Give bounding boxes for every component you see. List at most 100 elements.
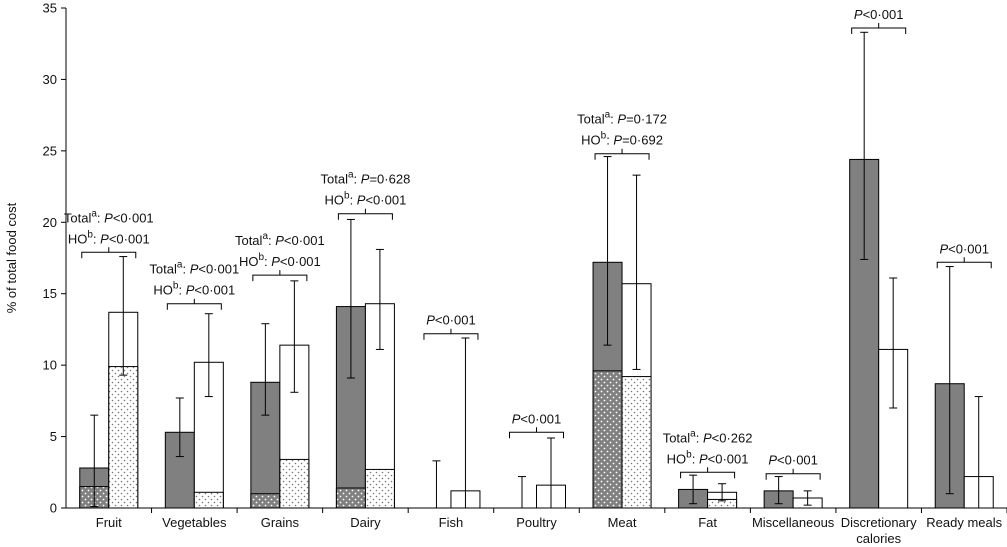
bar-healthy-portion <box>592 370 623 509</box>
category-label: Ready meals <box>926 515 1002 530</box>
category-label: Poultry <box>516 515 557 530</box>
p-value: <0·001 <box>948 241 989 256</box>
separator: : <box>350 193 357 208</box>
significance-annotation: P<0·001 <box>765 453 821 480</box>
footnote-marker: a <box>690 428 696 439</box>
test-name: HO <box>239 254 259 269</box>
p-value-label: P<0·001 <box>854 7 904 22</box>
p-value: <0·001 <box>708 451 749 466</box>
p-value-label: HOb: P<0·001 <box>239 252 321 269</box>
footnote-marker: b <box>87 229 93 240</box>
p-symbol: P <box>939 241 948 256</box>
significance-annotation: P<0·001 <box>509 411 564 439</box>
bar-healthy-portion <box>193 491 224 509</box>
footnote-marker: b <box>686 449 692 460</box>
y-tick-label: 15 <box>43 286 57 301</box>
p-symbol: P <box>100 231 109 246</box>
y-tick-label: 10 <box>43 358 57 373</box>
significance-annotation: Totala: P<0·001 HOb: P<0·001 <box>235 231 325 282</box>
category-label: Grains <box>261 515 300 530</box>
category-label: Fruit <box>96 515 122 530</box>
p-value: <0·001 <box>198 262 239 277</box>
p-symbol: P <box>190 262 199 277</box>
p-value: =0·692 <box>622 133 663 148</box>
footnote-marker: b <box>601 131 607 142</box>
significance-bracket <box>851 23 907 34</box>
significance-bracket <box>81 247 137 259</box>
p-value: <0·001 <box>280 254 321 269</box>
separator: : <box>696 430 703 445</box>
p-value-label: P<0·001 <box>426 313 476 328</box>
p-value-label: P<0·001 <box>768 453 818 468</box>
p-value: <0·001 <box>435 313 476 328</box>
p-value: =0·172 <box>626 112 667 127</box>
significance-bracket <box>680 467 736 479</box>
significance-annotation: P<0·001 <box>851 7 907 34</box>
p-value: <0·262 <box>712 430 753 445</box>
category-label: Fish <box>439 515 464 530</box>
separator: : <box>692 451 699 466</box>
p-symbol: P <box>768 453 777 468</box>
p-value-label: HOb: P=0·692 <box>581 131 663 148</box>
category-label: Discretionary <box>841 515 917 530</box>
p-symbol: P <box>361 172 370 187</box>
y-tick-label: 0 <box>50 501 57 516</box>
bar-healthy-portion <box>364 468 395 509</box>
significance-bracket <box>337 208 393 220</box>
p-value-label: Totala: P<0·001 <box>235 231 325 248</box>
p-value-label: HOb: P<0·001 <box>667 449 749 466</box>
bar-healthy-portion <box>621 376 652 509</box>
footnote-marker: a <box>348 170 354 181</box>
significance-bracket <box>252 270 308 282</box>
p-value-label: Totala: P<0·001 <box>149 260 239 277</box>
category-label: Dairy <box>350 515 381 530</box>
test-name: HO <box>153 283 173 298</box>
p-value: <0·001 <box>863 7 904 22</box>
y-tick-label: 20 <box>43 215 57 230</box>
separator: : <box>178 283 185 298</box>
y-tick-label: 30 <box>43 72 57 87</box>
significance-bracket <box>936 257 992 269</box>
bar-healthy-portion <box>108 366 139 509</box>
bar-healthy-portion <box>279 458 310 509</box>
separator: : <box>97 210 104 225</box>
footnote-marker: a <box>262 231 268 242</box>
p-symbol: P <box>104 210 113 225</box>
p-symbol: P <box>854 7 863 22</box>
category-label: Meat <box>608 515 637 530</box>
p-value: <0·001 <box>113 210 154 225</box>
p-value-label: HOb: P<0·001 <box>153 281 235 298</box>
test-name: HO <box>68 231 88 246</box>
significance-bracket <box>594 148 650 160</box>
y-axis-label: % of total food cost <box>4 202 19 313</box>
p-value: =0·628 <box>369 172 410 187</box>
test-name: HO <box>325 193 345 208</box>
significance-bracket <box>509 427 564 439</box>
bar-healthy-portion <box>335 487 366 509</box>
separator: : <box>182 262 189 277</box>
p-value: <0·001 <box>194 283 235 298</box>
y-tick-label: 5 <box>50 429 57 444</box>
significance-annotation: Totala: P=0·172 HOb: P=0·692 <box>577 110 667 160</box>
significance-bracket <box>423 328 479 340</box>
p-value-label: Totala: P<0·262 <box>663 428 753 445</box>
p-value: <0·001 <box>365 193 406 208</box>
p-value-label: Totala: P=0·172 <box>577 110 667 127</box>
test-name: Total <box>577 112 605 127</box>
test-name: Total <box>663 430 691 445</box>
bar-healthy-portion <box>250 493 281 509</box>
separator: : <box>606 133 613 148</box>
separator: : <box>264 254 271 269</box>
footnote-marker: b <box>258 252 264 263</box>
p-symbol: P <box>186 283 195 298</box>
separator: : <box>93 231 100 246</box>
p-symbol: P <box>613 133 622 148</box>
test-name: HO <box>667 451 687 466</box>
significance-annotation: P<0·001 <box>936 241 992 269</box>
p-symbol: P <box>703 430 712 445</box>
separator: : <box>268 233 275 248</box>
p-value-label: P<0·001 <box>939 241 989 256</box>
significance-bracket <box>166 298 222 310</box>
